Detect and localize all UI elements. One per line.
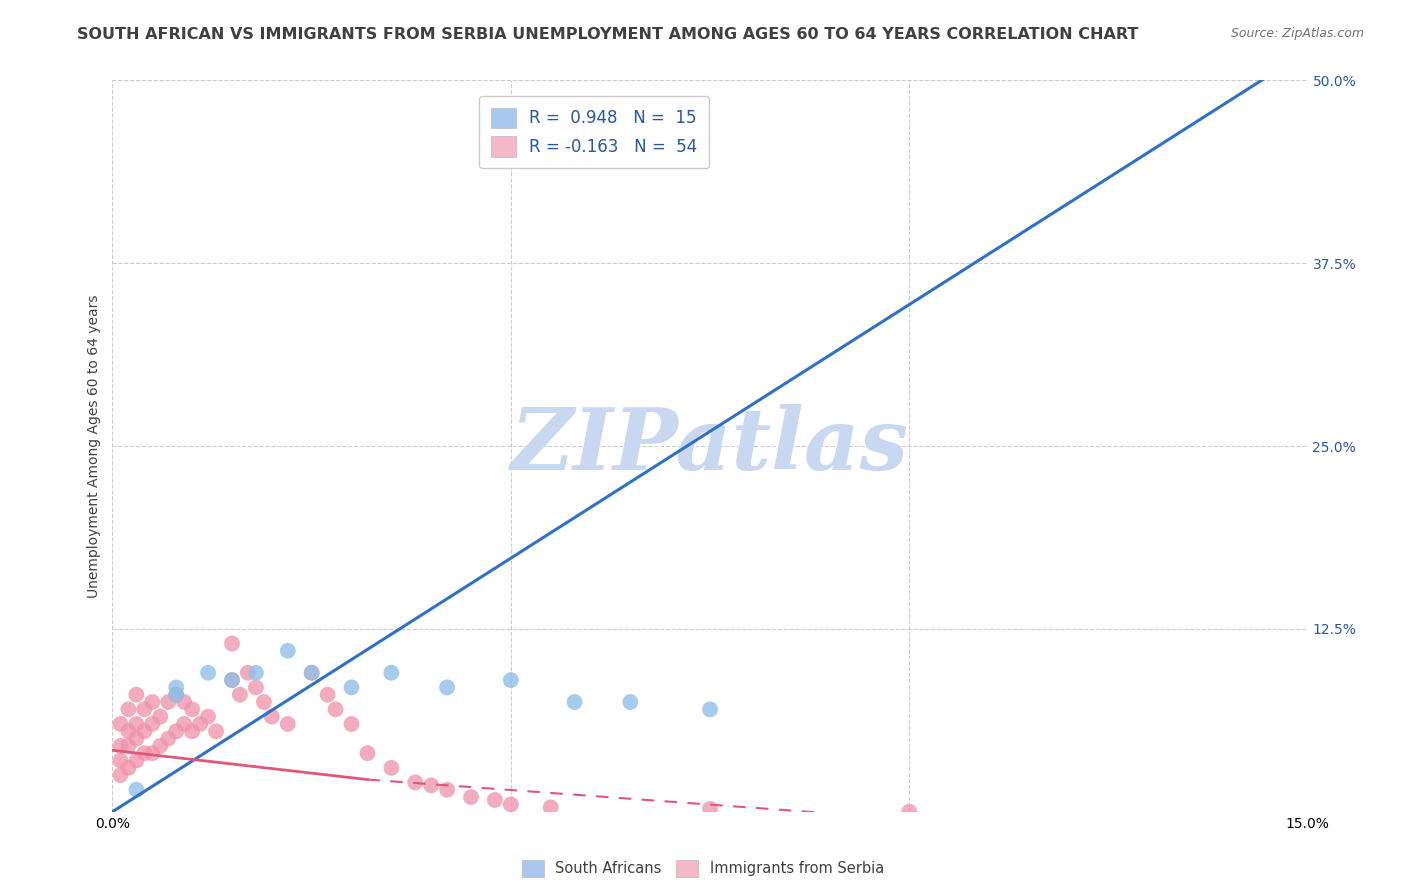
Point	[117, 739, 139, 753]
Point	[157, 695, 180, 709]
Legend: R =  0.948   N =  15, R = -0.163   N =  54: R = 0.948 N = 15, R = -0.163 N = 54	[479, 96, 709, 169]
Point	[134, 702, 156, 716]
Point	[165, 688, 187, 702]
Point	[316, 688, 339, 702]
Point	[110, 754, 132, 768]
Point	[188, 717, 211, 731]
Point	[436, 782, 458, 797]
Point	[356, 746, 378, 760]
Point	[157, 731, 180, 746]
Point	[245, 681, 267, 695]
Point	[564, 695, 586, 709]
Point	[221, 673, 243, 687]
Point	[484, 793, 506, 807]
Point	[420, 778, 443, 792]
Y-axis label: Unemployment Among Ages 60 to 64 years: Unemployment Among Ages 60 to 64 years	[87, 294, 101, 598]
Point	[165, 688, 187, 702]
Point	[404, 775, 426, 789]
Point	[117, 724, 139, 739]
Text: Source: ZipAtlas.com: Source: ZipAtlas.com	[1230, 27, 1364, 40]
Point	[181, 702, 204, 716]
Point	[499, 673, 522, 687]
Point	[197, 665, 219, 680]
Point	[149, 709, 172, 723]
Point	[181, 724, 204, 739]
Point	[245, 665, 267, 680]
Point	[117, 761, 139, 775]
Point	[699, 802, 721, 816]
Text: ZIPatlas: ZIPatlas	[510, 404, 910, 488]
Point	[165, 681, 187, 695]
Point	[141, 695, 163, 709]
Point	[173, 717, 195, 731]
Point	[149, 739, 172, 753]
Point	[125, 782, 148, 797]
Point	[260, 709, 283, 723]
Point	[165, 724, 187, 739]
Point	[173, 695, 195, 709]
Point	[221, 636, 243, 650]
Point	[277, 644, 299, 658]
Point	[117, 702, 139, 716]
Point	[301, 665, 323, 680]
Point	[898, 805, 921, 819]
Point	[197, 709, 219, 723]
Point	[229, 688, 252, 702]
Point	[110, 768, 132, 782]
Point	[125, 731, 148, 746]
Point	[340, 717, 363, 731]
Point	[125, 717, 148, 731]
Point	[619, 695, 641, 709]
Point	[380, 665, 402, 680]
Point	[134, 746, 156, 760]
Point	[499, 797, 522, 812]
Legend: South Africans, Immigrants from Serbia: South Africans, Immigrants from Serbia	[515, 853, 891, 885]
Point	[380, 761, 402, 775]
Point	[134, 724, 156, 739]
Point	[141, 717, 163, 731]
Point	[236, 665, 259, 680]
Point	[699, 702, 721, 716]
Point	[110, 739, 132, 753]
Point	[221, 673, 243, 687]
Point	[141, 746, 163, 760]
Point	[540, 800, 562, 814]
Point	[110, 717, 132, 731]
Point	[125, 688, 148, 702]
Point	[436, 681, 458, 695]
Text: SOUTH AFRICAN VS IMMIGRANTS FROM SERBIA UNEMPLOYMENT AMONG AGES 60 TO 64 YEARS C: SOUTH AFRICAN VS IMMIGRANTS FROM SERBIA …	[77, 27, 1139, 42]
Point	[460, 790, 482, 805]
Point	[125, 754, 148, 768]
Point	[340, 681, 363, 695]
Point	[325, 702, 347, 716]
Point	[205, 724, 228, 739]
Point	[253, 695, 276, 709]
Point	[277, 717, 299, 731]
Point	[301, 665, 323, 680]
